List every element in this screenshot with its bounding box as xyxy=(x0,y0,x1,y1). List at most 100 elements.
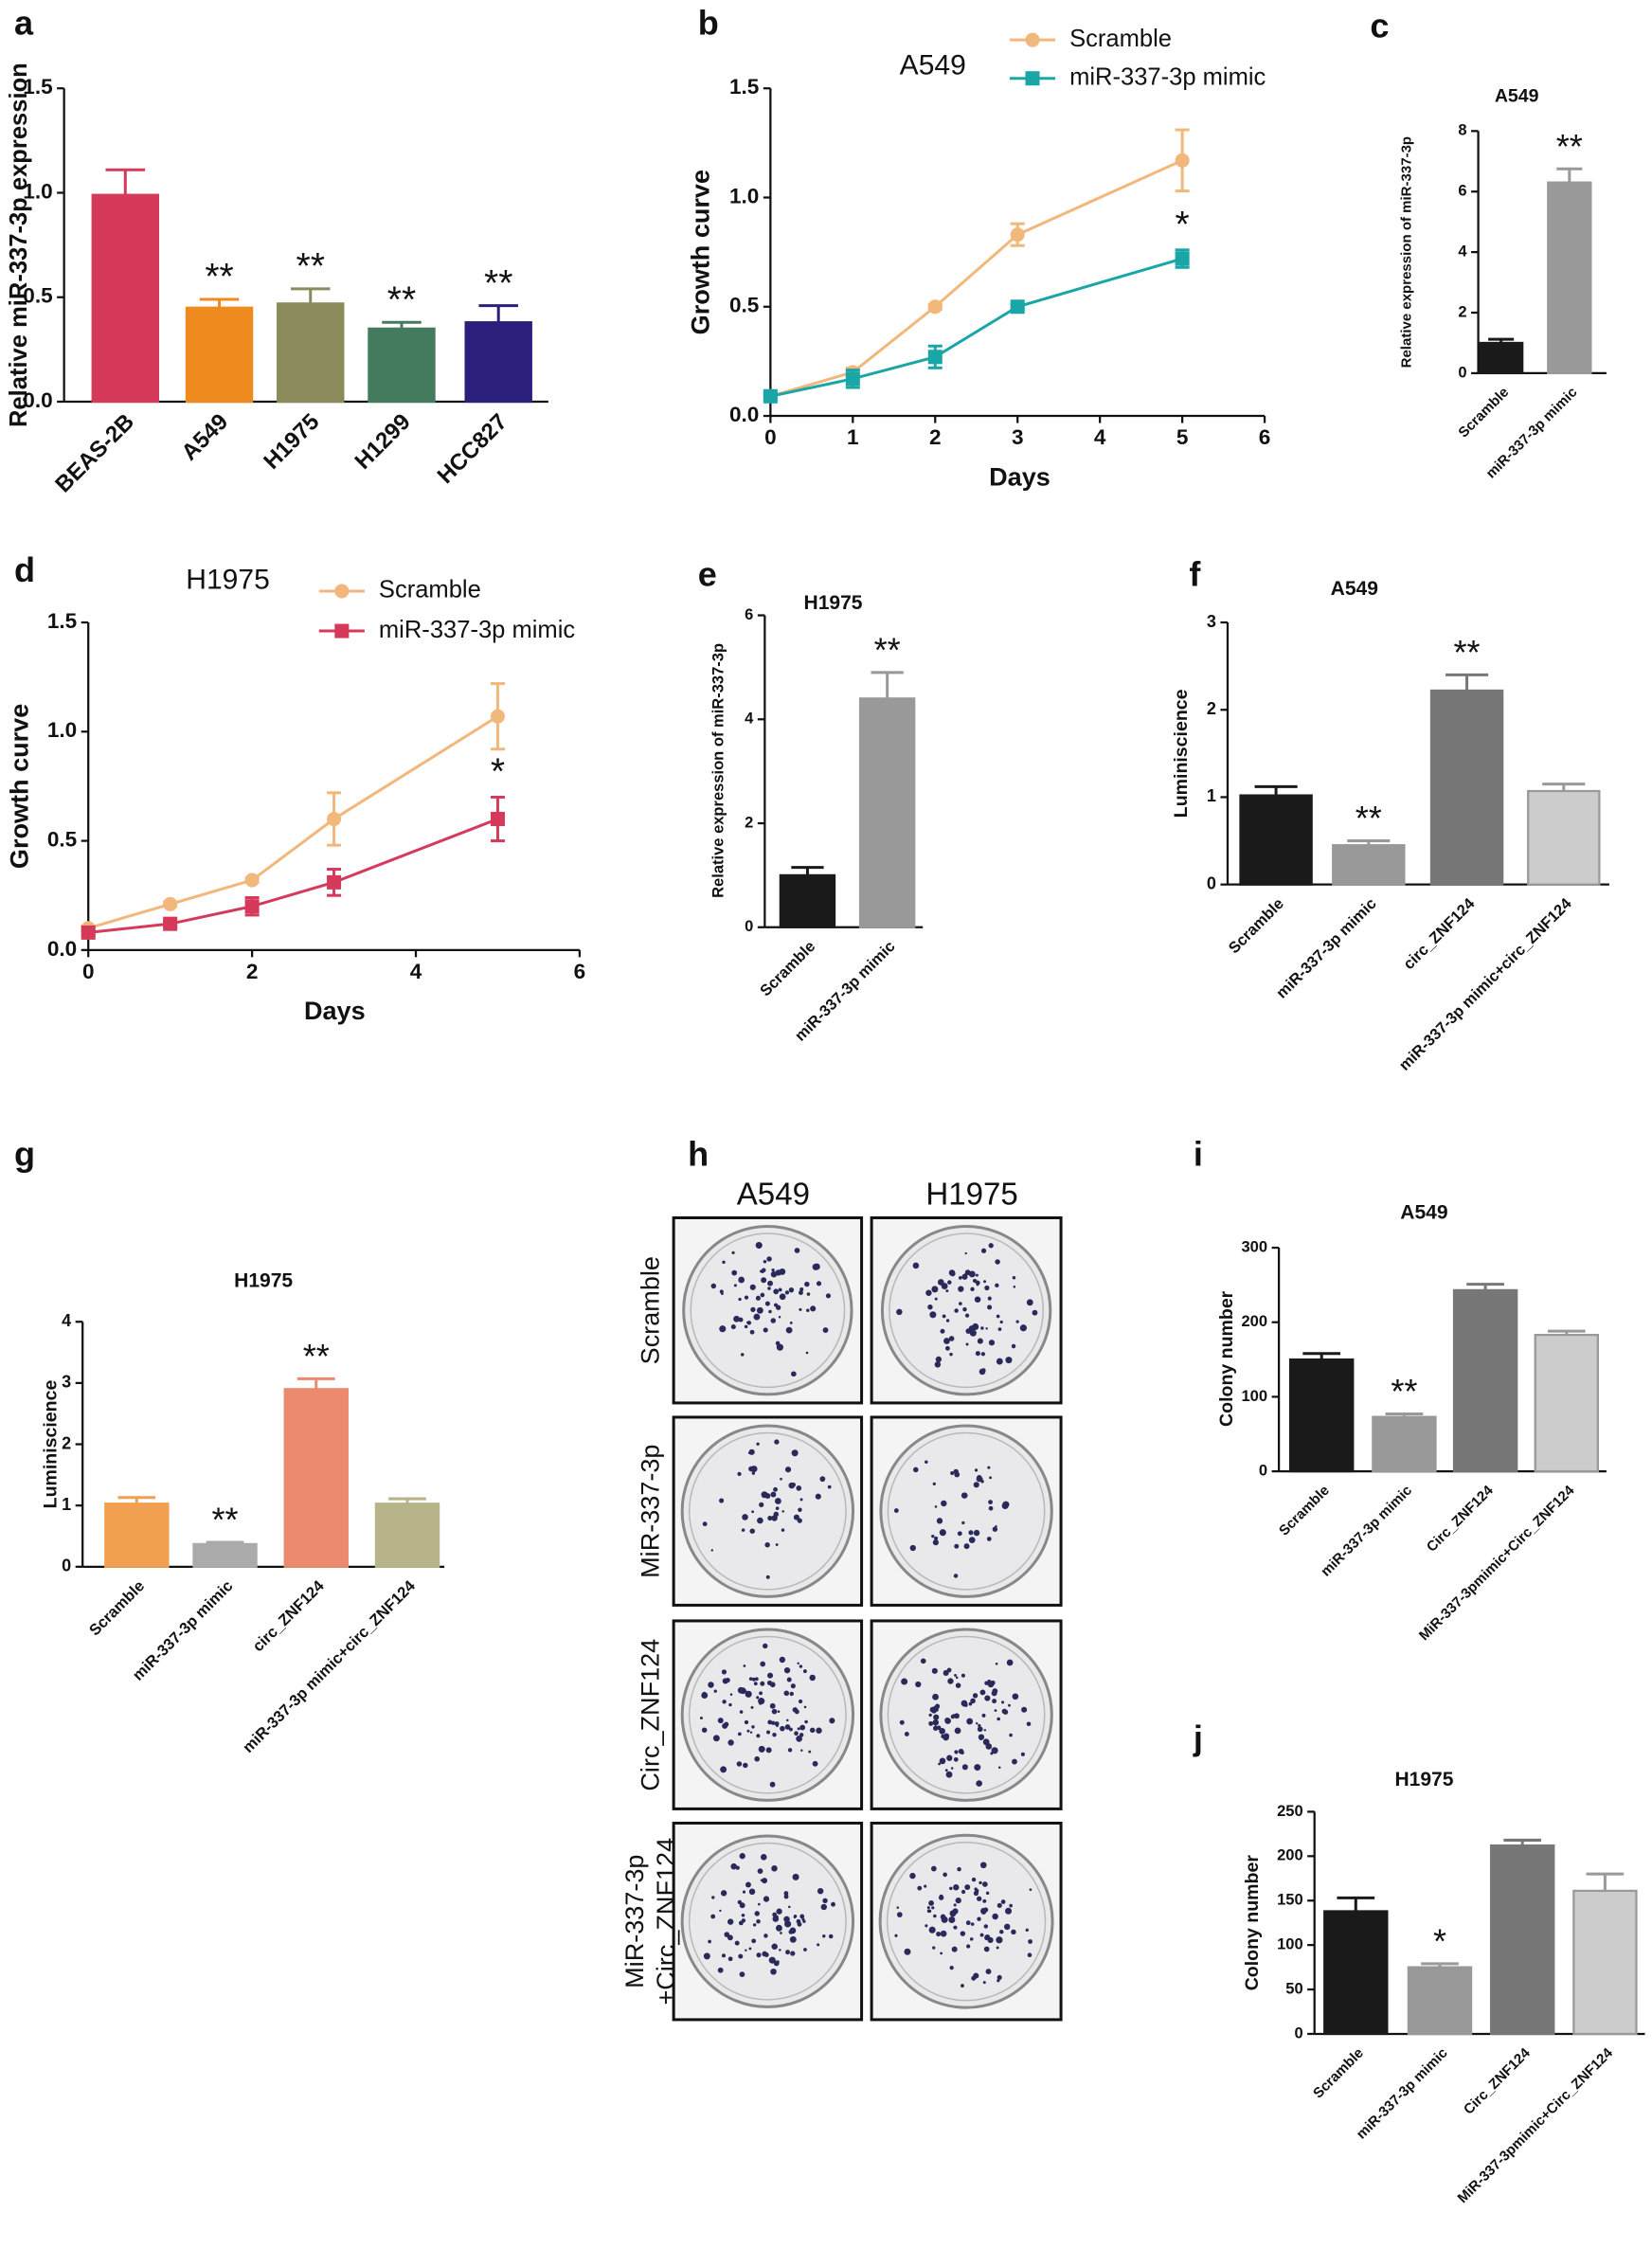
x-tick-label: BEAS-2B xyxy=(50,409,139,498)
colony xyxy=(773,1288,780,1295)
colony xyxy=(1021,1706,1028,1713)
x-tick-label: Scramble xyxy=(85,1576,148,1639)
colony xyxy=(822,1327,829,1333)
colony xyxy=(975,1351,980,1357)
colony xyxy=(745,1321,749,1324)
colony xyxy=(934,1536,939,1540)
colony xyxy=(756,1918,761,1924)
colony xyxy=(968,1325,976,1332)
colony xyxy=(944,1769,948,1772)
colony xyxy=(896,1912,903,1917)
x-axis-label: Days xyxy=(304,997,366,1025)
colony xyxy=(931,1667,938,1674)
y-tick-label: 100 xyxy=(1277,1934,1303,1952)
y-axis-label: Relative expression of miR-337-3p xyxy=(1398,136,1414,369)
y-tick-label: 2 xyxy=(1207,699,1216,718)
colony xyxy=(984,1934,990,1941)
y-tick-label: 200 xyxy=(1242,1312,1268,1330)
colony xyxy=(731,1250,735,1254)
y-tick-label: 0 xyxy=(1458,363,1466,381)
colony xyxy=(722,1678,728,1684)
colony xyxy=(979,1477,983,1482)
colony xyxy=(999,1930,1004,1934)
colony xyxy=(747,1451,751,1455)
colony xyxy=(990,1752,994,1755)
colony xyxy=(941,1734,945,1738)
colony xyxy=(1019,1324,1027,1332)
colony xyxy=(727,1934,733,1941)
bar xyxy=(464,321,532,404)
colony xyxy=(831,1901,835,1907)
colony xyxy=(983,1946,990,1952)
x-tick-label: 0 xyxy=(82,960,95,983)
colony xyxy=(779,1293,786,1301)
significance: ** xyxy=(303,1337,330,1376)
colony xyxy=(948,1336,955,1341)
colony xyxy=(1009,1733,1013,1737)
colony xyxy=(719,1498,725,1503)
y-tick-label: 6 xyxy=(745,605,753,623)
significance: * xyxy=(491,752,505,793)
colony xyxy=(904,1732,909,1736)
colony xyxy=(771,1708,778,1715)
colony xyxy=(785,1950,791,1955)
colony xyxy=(760,1854,767,1861)
colony xyxy=(731,1269,738,1276)
colony xyxy=(979,1862,987,1869)
colony xyxy=(758,1745,765,1753)
colony xyxy=(926,1906,930,1910)
colony xyxy=(997,1902,1002,1908)
x-tick-label: miR-337-3p mimic xyxy=(129,1576,236,1683)
colony xyxy=(974,1468,979,1472)
plate xyxy=(680,1628,855,1802)
colony xyxy=(756,1952,762,1958)
colony xyxy=(939,1757,946,1765)
colony xyxy=(710,1283,717,1289)
colony xyxy=(751,1510,755,1514)
colony xyxy=(744,1324,748,1329)
colony xyxy=(984,1285,990,1291)
colony xyxy=(710,1549,714,1552)
colony xyxy=(750,1466,758,1473)
colony xyxy=(763,1643,768,1649)
plate xyxy=(879,1628,1053,1802)
colony xyxy=(915,1681,922,1688)
x-tick-label: H1299 xyxy=(350,409,416,475)
colony xyxy=(799,1724,806,1731)
panel-letter: b xyxy=(698,4,719,43)
x-tick-label: circ_ZNF124 xyxy=(1400,894,1479,973)
colony xyxy=(949,1352,953,1357)
colony xyxy=(799,1914,805,1919)
point xyxy=(845,371,860,387)
colony xyxy=(1006,1659,1014,1666)
plate-rim xyxy=(886,1841,1047,2002)
row-label: +Circ_ZNF124 xyxy=(652,1838,680,2006)
significance: ** xyxy=(874,630,901,669)
legend-marker xyxy=(1025,71,1040,86)
colony xyxy=(932,1705,939,1713)
colony xyxy=(792,1873,799,1880)
colony xyxy=(1000,1899,1006,1904)
colony xyxy=(776,1724,779,1728)
plate-rim xyxy=(887,1431,1046,1591)
colony xyxy=(964,1884,971,1891)
colony xyxy=(784,1724,791,1730)
colony xyxy=(958,1302,962,1305)
colony xyxy=(701,1692,709,1699)
colony xyxy=(762,1878,768,1884)
y-tick-label: 1 xyxy=(1207,786,1216,805)
colony xyxy=(721,1292,724,1295)
colony xyxy=(981,1368,986,1373)
colony xyxy=(771,1943,778,1950)
column-label: H1975 xyxy=(925,1178,1017,1213)
colony xyxy=(788,1482,796,1489)
colony xyxy=(828,1934,834,1939)
y-tick-label: 0 xyxy=(1207,873,1216,892)
colony xyxy=(925,1289,932,1296)
significance: ** xyxy=(484,263,512,304)
colony xyxy=(758,1902,761,1906)
colony xyxy=(788,1286,795,1293)
colony xyxy=(699,1717,703,1720)
colony xyxy=(932,1693,939,1700)
colony xyxy=(719,1325,727,1333)
